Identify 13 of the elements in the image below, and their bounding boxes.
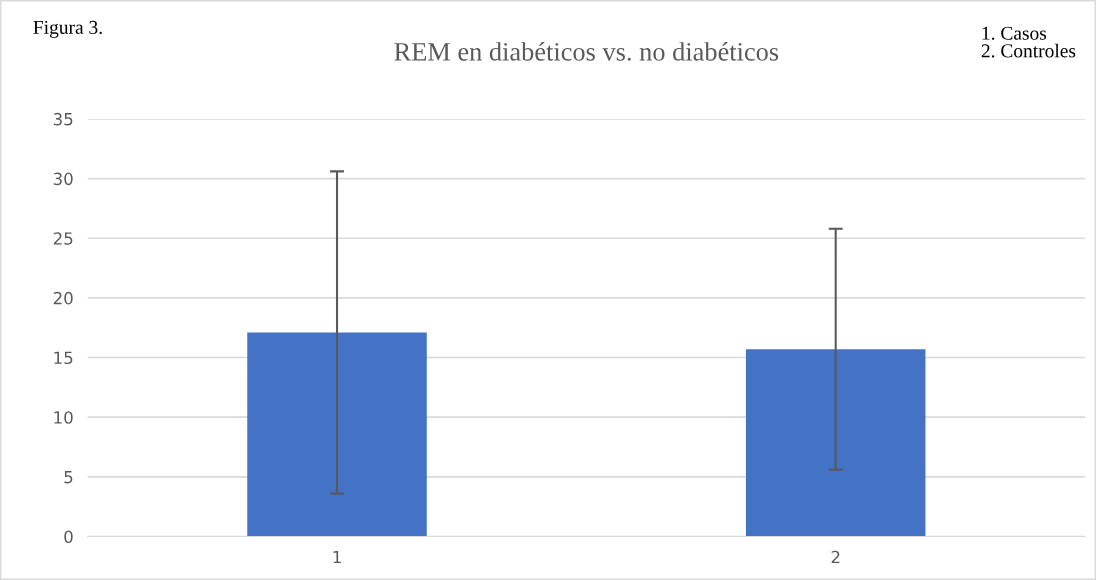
- text: Figura 3.: [33, 20, 102, 38]
- text: 1. Casos 2. Controles: [981, 26, 1076, 58]
- y-tick-label: 5: [64, 471, 73, 484]
- y-tick-label: 10: [54, 411, 73, 424]
- x-tick-label: 1: [333, 550, 341, 564]
- y-tick-label: 25: [53, 232, 73, 245]
- chart-title: REM en diabéticos vs. no diabéticos: [394, 42, 779, 61]
- y-tick-label: 35: [53, 112, 73, 126]
- x-tick-label: 2: [831, 550, 840, 564]
- y-tick-label: 15: [54, 351, 73, 365]
- y-tick-label: 20: [53, 291, 73, 305]
- y-tick-label: 30: [53, 172, 73, 186]
- y-tick-label: 0: [64, 530, 73, 544]
